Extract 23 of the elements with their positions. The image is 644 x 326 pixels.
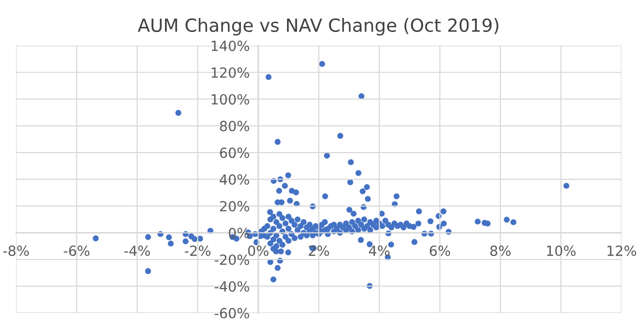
- x-tick-label: 8%: [490, 246, 511, 256]
- x-tick-label: -6%: [64, 246, 90, 256]
- y-tick-label: -40%: [214, 281, 250, 292]
- x-tick-label: 6%: [430, 246, 450, 256]
- x-tick-label: 12%: [608, 246, 636, 256]
- chart-title: AUM Change vs NAV Change (Oct 2019): [138, 18, 498, 36]
- y-tick-label: 0%: [228, 228, 250, 238]
- x-tick-label: -8%: [3, 246, 29, 256]
- x-tick-label: -4%: [124, 246, 150, 256]
- y-tick-label: 80%: [220, 120, 250, 132]
- y-tick-label: 100%: [212, 94, 250, 105]
- y-tick-label: 60%: [220, 148, 250, 158]
- x-tick-label: 0%: [248, 246, 268, 256]
- x-tick-label: 4%: [368, 246, 390, 256]
- y-tick-label: 40%: [220, 174, 250, 185]
- x-tick-label: 10%: [547, 246, 576, 256]
- y-tick-label: 140%: [212, 40, 250, 52]
- y-tick-label: -60%: [214, 308, 250, 318]
- y-tick-label: 20%: [220, 201, 250, 212]
- x-tick-label: -2%: [184, 246, 210, 256]
- x-tick-label: 2%: [308, 246, 330, 256]
- y-tick-label: -20%: [214, 254, 250, 265]
- y-tick-label: 120%: [212, 67, 250, 78]
